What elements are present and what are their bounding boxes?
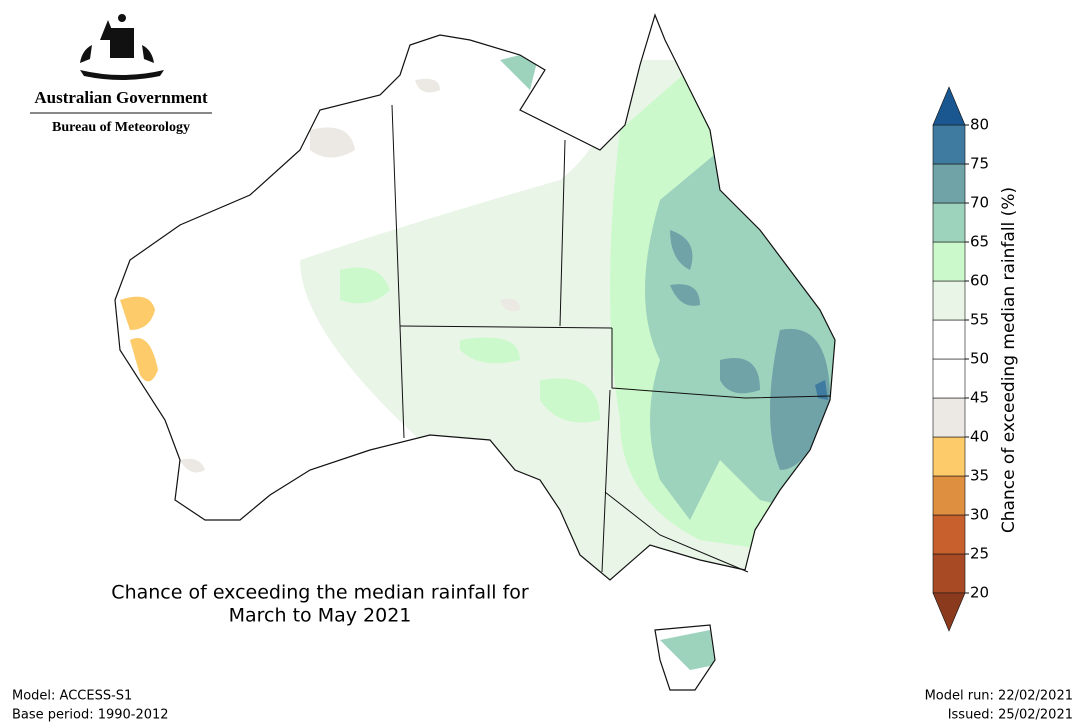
colorbar-band (932, 124, 966, 165)
colorbar-band (932, 163, 966, 204)
colorbar-tick-label: 20 (970, 584, 989, 602)
colorbar-under (932, 592, 966, 632)
coat-of-arms (80, 14, 164, 80)
colorbar-band (932, 397, 966, 438)
colorbar-label: Chance of exceeding median rainfall (%) (999, 187, 1019, 533)
colorbar-band (932, 202, 966, 243)
colorbar-tick-label: 60 (970, 272, 989, 290)
colorbar-tick-label: 50 (970, 350, 989, 368)
colorbar-tick-label: 35 (970, 467, 989, 485)
colorbar-band (932, 319, 966, 360)
colorbar-band (932, 358, 966, 399)
colorbar-tick-label: 45 (970, 389, 989, 407)
map-title: March to May 2021 (229, 605, 412, 627)
colorbar-band (932, 553, 966, 594)
tasmania-coastline (654, 624, 716, 691)
agency-name: Bureau of Meteorology (52, 120, 190, 135)
colorbar-tick-label: 65 (970, 233, 989, 251)
colorbar-band (932, 241, 966, 282)
colorbar-tick-label: 80 (970, 116, 989, 134)
colorbar-band (932, 280, 966, 321)
colorbar-tick-label: 40 (970, 428, 989, 446)
state-borders (391, 104, 831, 573)
colorbar-tick-label: 70 (970, 194, 989, 212)
model-text: Model: ACCESS-S1 (12, 689, 132, 704)
colorbar-band (932, 514, 966, 555)
model-run-text: Model run: 22/02/2021 (925, 689, 1073, 704)
colorbar-band (932, 436, 966, 477)
base-period-text: Base period: 1990-2012 (12, 708, 169, 723)
issued-text: Issued: 25/02/2021 (948, 708, 1073, 723)
colorbar-tick-label: 25 (970, 545, 989, 563)
colorbar: 20 25 30 35 40 45 50 55 60 65 70 75 80 (932, 86, 989, 632)
colorbar-tick-label: 55 (970, 311, 989, 329)
colorbar-tick-label: 30 (970, 506, 989, 524)
colorbar-band (932, 475, 966, 516)
government-name: Australian Government (34, 88, 208, 107)
map-title: Chance of exceeding the median rainfall … (111, 582, 529, 604)
colorbar-over (932, 86, 966, 126)
colorbar-tick-label: 75 (970, 155, 989, 173)
